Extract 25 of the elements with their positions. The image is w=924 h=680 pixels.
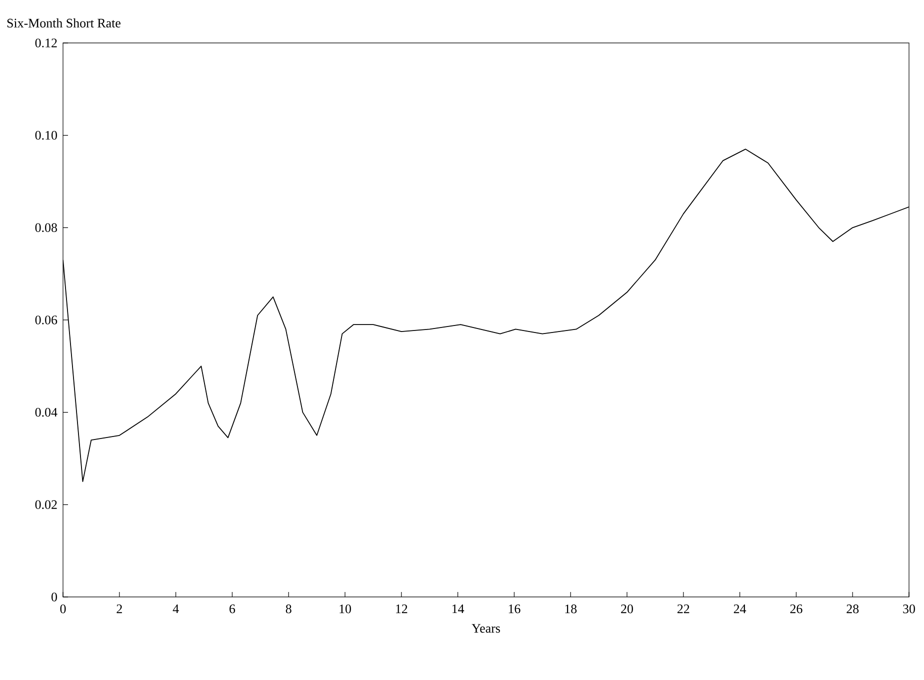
x-tick-label: 6 bbox=[230, 604, 236, 614]
y-tick-label: 0.08 bbox=[35, 223, 57, 232]
x-tick-label: 26 bbox=[790, 604, 802, 614]
x-tick-label: 4 bbox=[172, 604, 179, 614]
x-tick-label: 24 bbox=[734, 604, 746, 614]
x-tick-label: 20 bbox=[621, 604, 633, 614]
y-tick-label: 0.06 bbox=[35, 316, 58, 324]
y-tick-label: 0.10 bbox=[35, 130, 57, 140]
x-tick-label: 0 bbox=[60, 604, 66, 614]
x-tick-label: 16 bbox=[508, 604, 520, 614]
x-tick-label: 18 bbox=[565, 604, 577, 614]
x-tick-label: 8 bbox=[286, 604, 292, 614]
x-tick-label: 22 bbox=[677, 604, 690, 614]
x-tick-label: 2 bbox=[116, 604, 122, 614]
y-tick-label: 0.04 bbox=[35, 408, 58, 417]
y-tick-label: 0.12 bbox=[35, 38, 57, 48]
x-tick-label: 12 bbox=[396, 604, 408, 614]
x-tick-label: 10 bbox=[340, 604, 351, 614]
x-tick-label: 28 bbox=[846, 604, 859, 614]
y-tick-label: 0.02 bbox=[35, 500, 57, 510]
x-axis-title: Years bbox=[472, 624, 500, 633]
x-tick-label: 30 bbox=[903, 604, 915, 614]
chart-title: Six-Month Short Rate bbox=[7, 18, 120, 28]
x-tick-label: 14 bbox=[452, 604, 464, 614]
y-tick-label: 0 bbox=[52, 592, 57, 602]
